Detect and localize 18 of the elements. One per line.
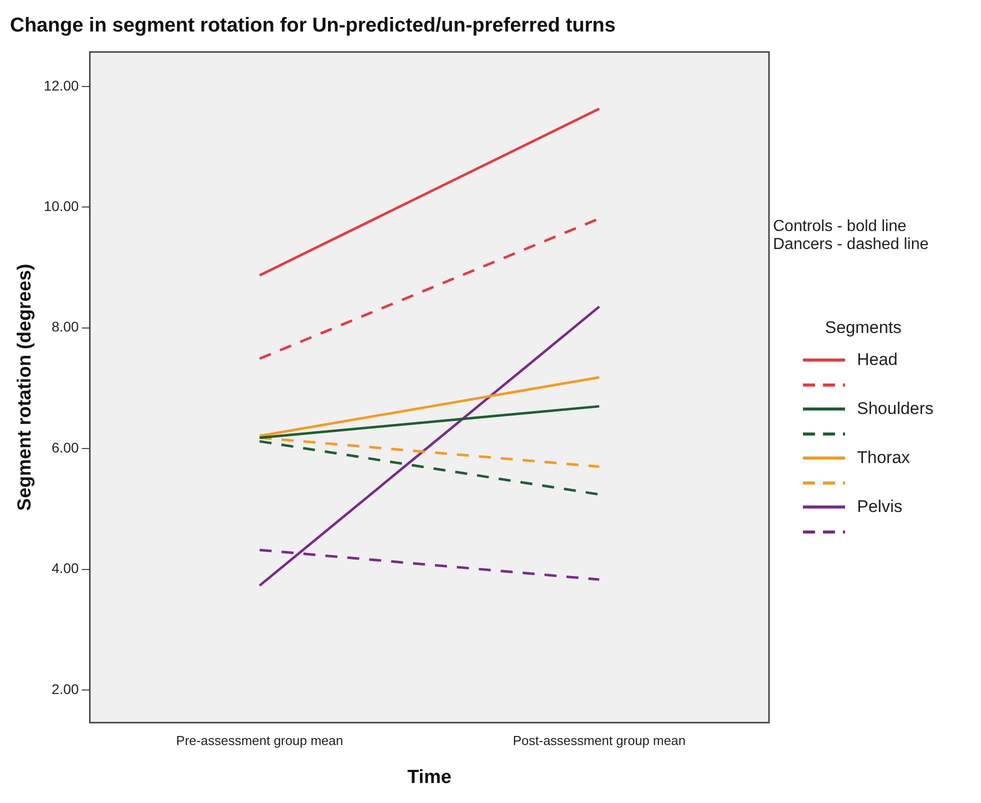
legend-label: Shoulders — [857, 399, 934, 420]
chart-title: Change in segment rotation for Un-predicted/un-preferred turns — [10, 14, 616, 37]
y-tick-label: 8.00 — [52, 318, 80, 335]
x-tick-label: Post-assessment group mean — [512, 732, 686, 748]
legend-label: Head — [857, 350, 898, 370]
x-axis-title: Time — [407, 766, 452, 788]
y-axis-title: Segment rotation (degrees) — [14, 264, 36, 511]
text: Controls - bold line — [773, 218, 908, 236]
legend-label: Pelvis — [857, 497, 902, 518]
legend-title: Segments — [825, 318, 903, 338]
y-tick-label: 6.00 — [52, 439, 80, 456]
y-tick-label: 2.00 — [52, 680, 80, 697]
legend-label: Thorax — [857, 448, 910, 468]
y-tick-label: 4.00 — [52, 560, 80, 576]
x-tick-label: Pre-assessment group mean — [176, 732, 344, 748]
y-tick-label: 10.00 — [44, 198, 80, 214]
y-tick-label: 12.00 — [44, 77, 80, 94]
text: Dancers - dashed line — [773, 236, 929, 254]
